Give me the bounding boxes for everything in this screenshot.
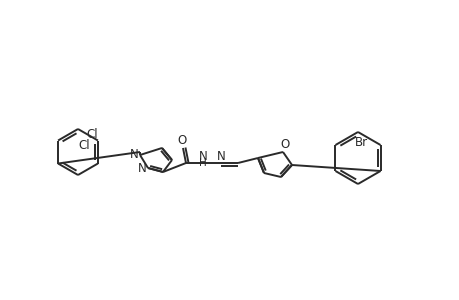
Text: N: N bbox=[129, 148, 138, 160]
Text: Br: Br bbox=[354, 136, 367, 148]
Text: N: N bbox=[198, 149, 207, 163]
Text: O: O bbox=[177, 134, 186, 148]
Text: Cl: Cl bbox=[78, 139, 90, 152]
Text: H: H bbox=[199, 158, 207, 168]
Text: Cl: Cl bbox=[86, 128, 98, 140]
Text: O: O bbox=[280, 139, 289, 152]
Text: N: N bbox=[137, 163, 146, 176]
Text: N: N bbox=[216, 149, 225, 163]
